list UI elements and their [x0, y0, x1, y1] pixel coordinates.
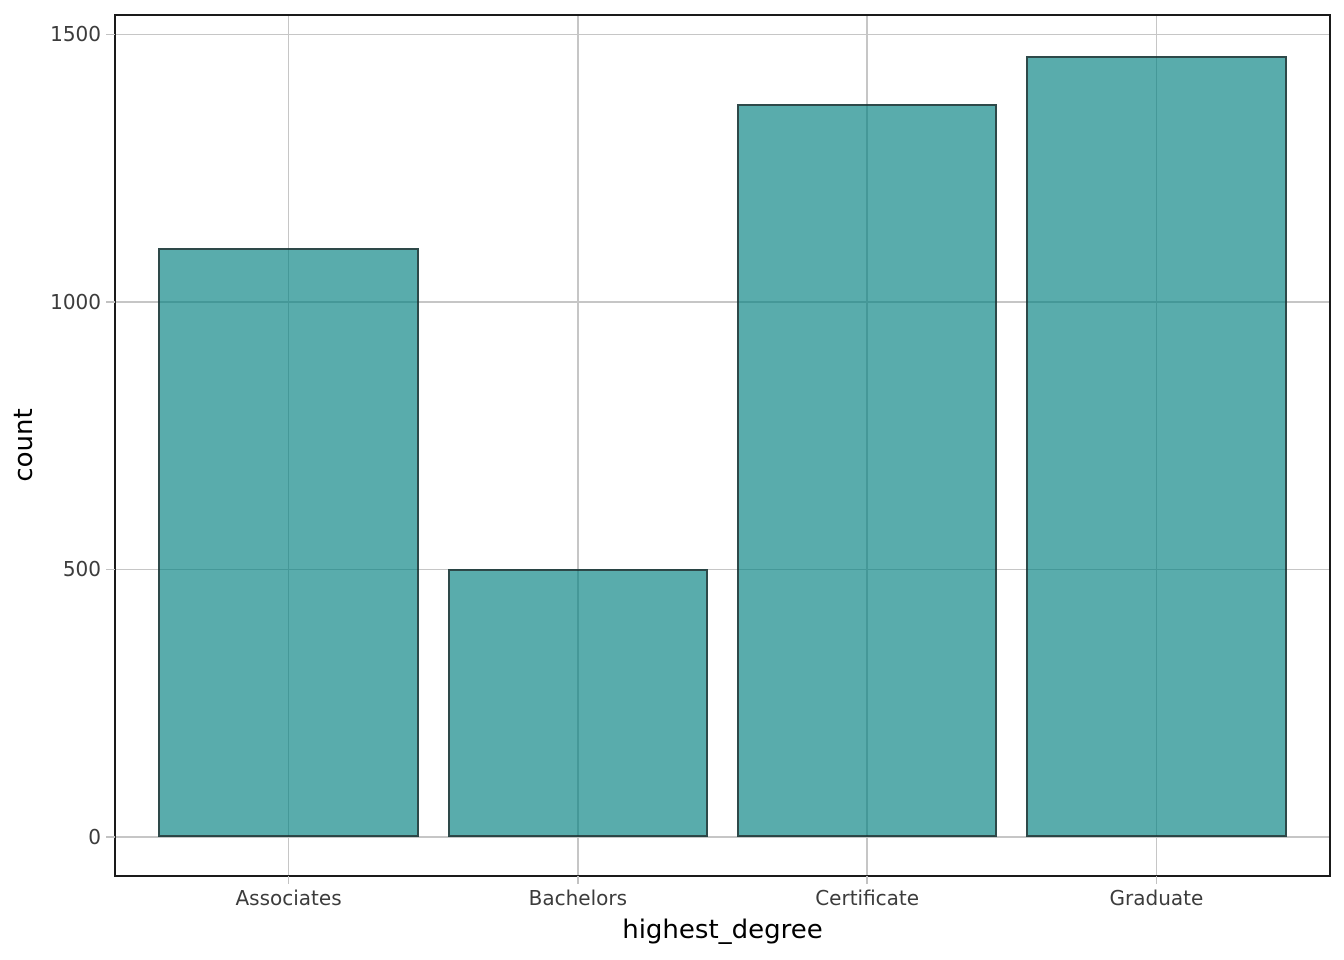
y-tick-mark: [106, 301, 115, 303]
x-tick-label: Certificate: [815, 886, 920, 910]
x-axis-title: highest_degree: [622, 915, 823, 945]
gridline-vertical: [577, 15, 579, 876]
x-tick-mark: [1155, 876, 1158, 884]
plot-panel: [114, 14, 1331, 877]
x-tick-label: Graduate: [1109, 886, 1204, 910]
y-tick-label: 1000: [50, 289, 101, 314]
y-tick-label: 500: [62, 557, 101, 582]
bar-associates: [158, 248, 419, 837]
bar-bachelors: [447, 569, 709, 837]
gridline-horizontal: [115, 33, 1330, 35]
gridline-horizontal: [115, 568, 1330, 571]
y-tick-label: 0: [88, 824, 101, 849]
y-tick-mark: [106, 568, 115, 571]
x-tick-mark: [866, 876, 868, 884]
y-tick-mark: [106, 836, 115, 838]
y-axis-title: count: [9, 408, 39, 482]
y-tick-mark: [106, 33, 115, 35]
gridline-horizontal: [115, 301, 1330, 303]
y-tick-label: 1500: [50, 22, 101, 47]
bar-certificate: [736, 103, 998, 837]
x-tick-mark: [577, 876, 579, 884]
bar-graduate: [1026, 55, 1287, 837]
x-tick-mark: [287, 876, 290, 884]
x-tick-label: Associates: [235, 886, 342, 910]
x-tick-label: Bachelors: [528, 886, 628, 910]
gridline-horizontal: [115, 836, 1330, 838]
